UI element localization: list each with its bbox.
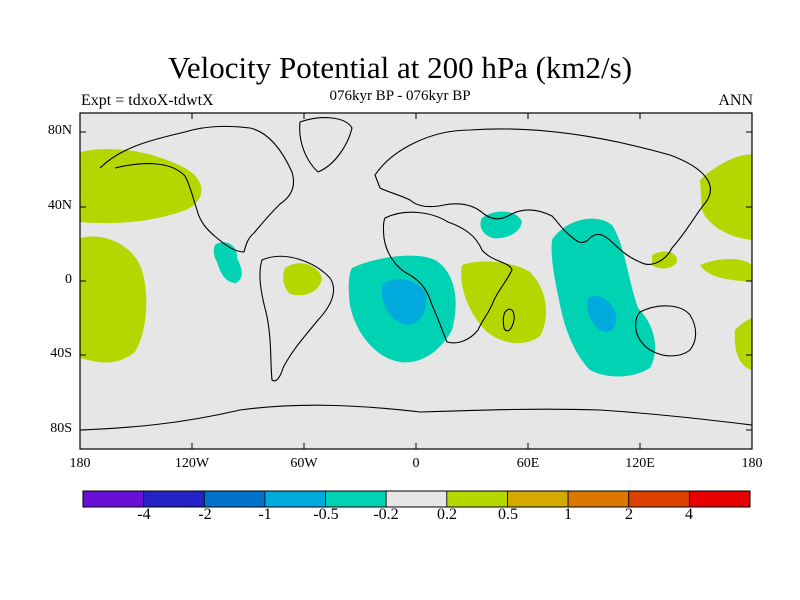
lon-tick-label: 60E — [516, 456, 540, 471]
season-label: ANN — [718, 92, 753, 109]
lat-tick-label: 40N — [47, 198, 72, 213]
colorbar-swatch — [688, 490, 751, 508]
colorbar-label: -0.5 — [313, 506, 339, 523]
lon-tick-label: 0 — [412, 456, 420, 471]
experiment-label: Expt = tdxoX-tdwtX — [81, 92, 214, 109]
lon-tick-label: 180 — [741, 456, 763, 471]
region-west-pacific-north — [700, 154, 752, 240]
negative-moderate-regions — [381, 279, 617, 332]
chart-subtitle: 076kyr BP - 076kyr BP — [329, 88, 471, 104]
colorbar-swatch — [628, 490, 690, 508]
coast-south-america — [259, 255, 335, 382]
colorbar-label: 1 — [564, 506, 572, 523]
region-central-america — [213, 242, 242, 283]
coast-antarctica — [79, 404, 753, 431]
colorbar-swatch — [567, 490, 630, 508]
coast-north-america — [99, 125, 295, 253]
lat-tick-label: 40S — [50, 346, 72, 361]
colorbar-frame — [82, 490, 751, 508]
coast-madagascar — [502, 308, 515, 332]
region-amazon — [283, 263, 322, 296]
colorbar-label: -2 — [198, 506, 212, 523]
lat-tick-label: 80S — [50, 421, 72, 436]
coast-africa — [382, 211, 513, 344]
region-indian-core — [587, 295, 617, 332]
region-atlantic-core — [381, 279, 427, 325]
colorbar-label: 0.2 — [437, 506, 457, 523]
region-indian-ocean — [551, 218, 656, 377]
colorbar-swatch — [507, 490, 569, 508]
colorbar-label: -4 — [137, 506, 151, 523]
colorbar-swatch — [203, 490, 266, 508]
colorbar-label: -1 — [258, 506, 272, 523]
lon-tick-label: 60W — [290, 456, 318, 471]
coast-australia — [635, 305, 697, 357]
coast-greenland — [299, 117, 353, 173]
region-spacific-west — [80, 236, 147, 363]
region-southwest-pacific — [734, 318, 752, 370]
lat-tick-label: 80N — [47, 123, 72, 138]
colorbar-swatch — [82, 490, 145, 508]
region-philippines — [652, 251, 678, 269]
colorbar-label: 2 — [625, 506, 633, 523]
colorbar — [82, 490, 751, 508]
tick-marks — [80, 113, 752, 449]
positive-regions — [80, 148, 752, 370]
colorbar-label: 4 — [685, 506, 693, 523]
colorbar-swatch — [446, 490, 508, 508]
colorbar-swatch — [143, 490, 205, 508]
chart-title: Velocity Potential at 200 hPa (km2/s) — [167, 50, 633, 85]
colorbar-label: -0.2 — [373, 506, 399, 523]
lon-tick-label: 180 — [69, 456, 91, 471]
colorbar-swatch — [385, 490, 448, 508]
colorbar-swatch — [325, 490, 387, 508]
lon-tick-label: 120E — [625, 456, 655, 471]
coastlines — [79, 117, 753, 431]
lat-tick-label: 0 — [65, 272, 72, 287]
region-west-pacific-eq — [700, 258, 752, 282]
colorbar-label: 0.5 — [498, 506, 518, 523]
coast-europe-asia — [374, 128, 711, 265]
colorbar-swatch — [264, 490, 326, 508]
lon-tick-label: 120W — [174, 456, 210, 471]
